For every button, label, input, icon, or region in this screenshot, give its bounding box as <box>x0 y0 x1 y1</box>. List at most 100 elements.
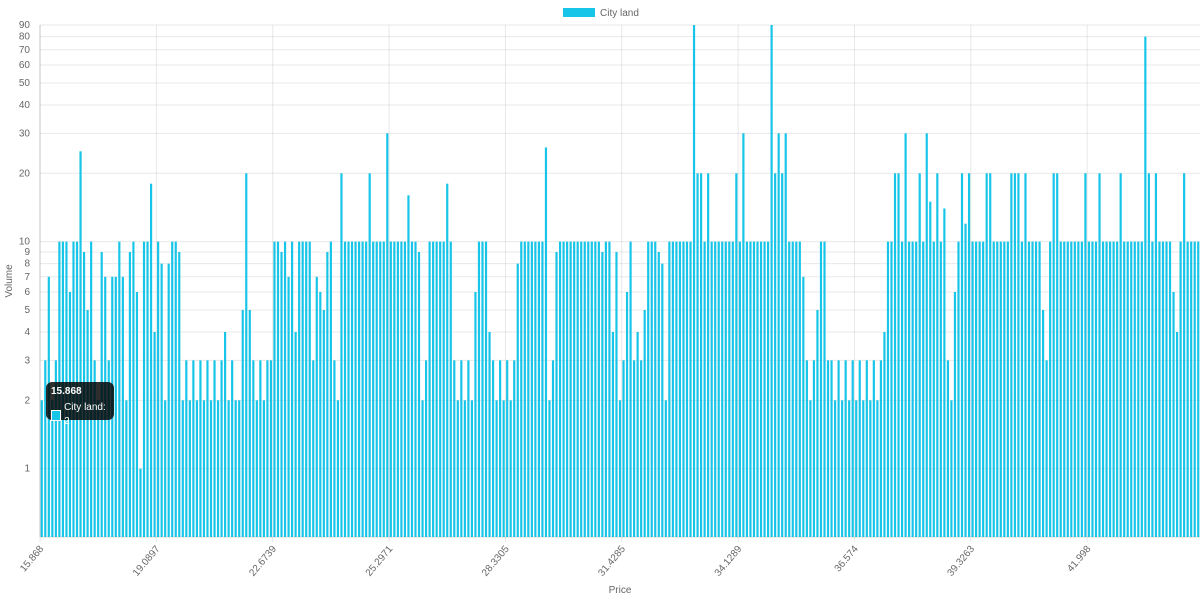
bar[interactable] <box>590 241 593 537</box>
bar[interactable] <box>534 241 537 537</box>
bar[interactable] <box>160 263 163 537</box>
bar[interactable] <box>1087 241 1091 537</box>
bar[interactable] <box>622 360 625 537</box>
bar[interactable] <box>319 292 322 537</box>
bar[interactable] <box>640 360 643 537</box>
bar[interactable] <box>1017 173 1020 538</box>
bar[interactable] <box>470 400 474 537</box>
bar[interactable] <box>848 400 851 537</box>
bar[interactable] <box>1094 241 1098 537</box>
bar[interactable] <box>192 360 195 537</box>
bar[interactable] <box>171 241 174 537</box>
bar[interactable] <box>932 241 935 537</box>
bar[interactable] <box>900 241 904 537</box>
bar[interactable] <box>231 360 234 537</box>
bar[interactable] <box>449 241 452 537</box>
bar[interactable] <box>999 241 1002 537</box>
bar[interactable] <box>710 241 713 537</box>
bar[interactable] <box>1098 173 1101 538</box>
bar[interactable] <box>167 263 170 537</box>
bar[interactable] <box>294 331 297 537</box>
bar[interactable] <box>178 252 181 537</box>
bar[interactable] <box>121 276 124 537</box>
bar[interactable] <box>756 241 759 537</box>
bar[interactable] <box>79 151 82 538</box>
bar[interactable] <box>1077 241 1080 537</box>
bar[interactable] <box>350 241 354 537</box>
bar[interactable] <box>206 360 209 537</box>
bar[interactable] <box>417 252 421 537</box>
bar[interactable] <box>650 241 653 537</box>
bar[interactable] <box>509 400 512 537</box>
bar[interactable] <box>202 400 206 537</box>
bar[interactable] <box>245 173 248 538</box>
bar[interactable] <box>396 241 399 537</box>
bar[interactable] <box>819 241 823 537</box>
bar[interactable] <box>266 360 269 537</box>
bar[interactable] <box>1038 241 1041 537</box>
bar[interactable] <box>1073 241 1076 537</box>
bar[interactable] <box>474 292 477 537</box>
bar[interactable] <box>502 400 505 537</box>
bar[interactable] <box>273 241 276 537</box>
bar[interactable] <box>661 263 664 537</box>
bar[interactable] <box>580 241 583 537</box>
bar[interactable] <box>939 241 942 537</box>
bar[interactable] <box>188 400 191 537</box>
bar[interactable] <box>164 400 167 537</box>
bar[interactable] <box>967 173 971 538</box>
bar[interactable] <box>153 331 156 537</box>
bar[interactable] <box>414 241 417 537</box>
bar[interactable] <box>594 241 597 537</box>
bar[interactable] <box>1003 241 1006 537</box>
bar[interactable] <box>453 360 456 537</box>
bar[interactable] <box>389 241 392 537</box>
bar[interactable] <box>410 241 414 537</box>
bar[interactable] <box>647 241 650 537</box>
bar[interactable] <box>488 331 491 537</box>
bar[interactable] <box>897 173 900 538</box>
bar[interactable] <box>1130 241 1133 537</box>
bar[interactable] <box>978 241 981 537</box>
bar[interactable] <box>833 400 837 537</box>
bar[interactable] <box>213 360 216 537</box>
bar[interactable] <box>1024 173 1027 538</box>
bar[interactable] <box>1112 241 1115 537</box>
bar[interactable] <box>234 400 237 537</box>
bar[interactable] <box>685 241 689 537</box>
bar[interactable] <box>1116 241 1119 537</box>
bar[interactable] <box>1123 241 1126 537</box>
bar[interactable] <box>241 309 244 537</box>
bar[interactable] <box>157 241 160 537</box>
bar[interactable] <box>865 360 868 537</box>
bar[interactable] <box>1144 36 1147 538</box>
bar[interactable] <box>372 241 375 537</box>
bar[interactable] <box>93 360 96 537</box>
bar[interactable] <box>128 252 132 537</box>
bar[interactable] <box>566 241 569 537</box>
bar[interactable] <box>611 331 615 537</box>
bar[interactable] <box>678 241 682 537</box>
bar[interactable] <box>918 173 921 538</box>
bar[interactable] <box>541 241 544 537</box>
bar[interactable] <box>1105 241 1108 537</box>
bar[interactable] <box>862 400 865 537</box>
bar[interactable] <box>953 292 957 537</box>
bar[interactable] <box>714 241 717 537</box>
bar[interactable] <box>181 400 184 537</box>
bar[interactable] <box>777 133 780 538</box>
bar[interactable] <box>262 400 265 537</box>
bar[interactable] <box>495 400 498 537</box>
bar[interactable] <box>717 241 720 537</box>
bar[interactable] <box>608 241 611 537</box>
bar[interactable] <box>195 400 198 537</box>
bar[interactable] <box>227 400 230 537</box>
bar[interactable] <box>759 241 763 537</box>
bar[interactable] <box>312 360 315 537</box>
bar[interactable] <box>735 173 738 538</box>
bar[interactable] <box>975 241 978 537</box>
bar[interactable] <box>1049 241 1052 537</box>
bar[interactable] <box>587 241 590 537</box>
bar[interactable] <box>333 360 336 537</box>
bar[interactable] <box>562 241 565 537</box>
